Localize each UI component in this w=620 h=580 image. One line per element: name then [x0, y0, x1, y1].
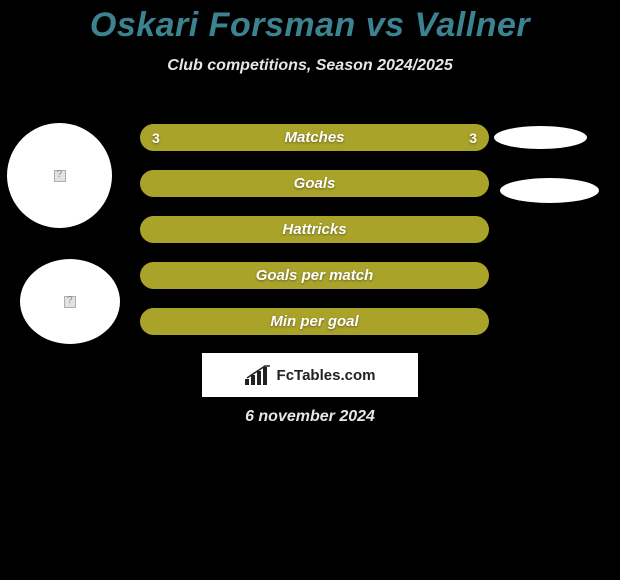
- date-text: 6 november 2024: [0, 408, 620, 426]
- bars-icon: [245, 365, 271, 385]
- stat-label: Goals: [294, 175, 336, 192]
- stat-label: Min per goal: [270, 313, 358, 330]
- attribution-text: FcTables.com: [277, 367, 376, 384]
- stat-bar-matches: 3 Matches 3: [140, 124, 489, 151]
- stat-left-value: 3: [152, 130, 160, 146]
- stat-bar-hattricks: Hattricks: [140, 216, 489, 243]
- page-subtitle: Club competitions, Season 2024/2025: [0, 57, 620, 75]
- missing-image-icon: [54, 170, 66, 182]
- stat-label: Hattricks: [282, 221, 346, 238]
- attribution-badge: FcTables.com: [202, 353, 418, 397]
- stat-label: Matches: [284, 129, 344, 146]
- page-title: Oskari Forsman vs Vallner: [0, 0, 620, 45]
- stat-bar-goals-per-match: Goals per match: [140, 262, 489, 289]
- missing-image-icon: [64, 296, 76, 308]
- player-avatar-right-1: [500, 178, 599, 203]
- stat-bar-goals: Goals: [140, 170, 489, 197]
- stat-bar-min-per-goal: Min per goal: [140, 308, 489, 335]
- player-avatar-right-0: [494, 126, 587, 149]
- stat-label: Goals per match: [256, 267, 374, 284]
- player-avatar-left-0: [7, 123, 112, 228]
- player-avatar-left-1: [20, 259, 120, 344]
- stat-right-value: 3: [469, 130, 477, 146]
